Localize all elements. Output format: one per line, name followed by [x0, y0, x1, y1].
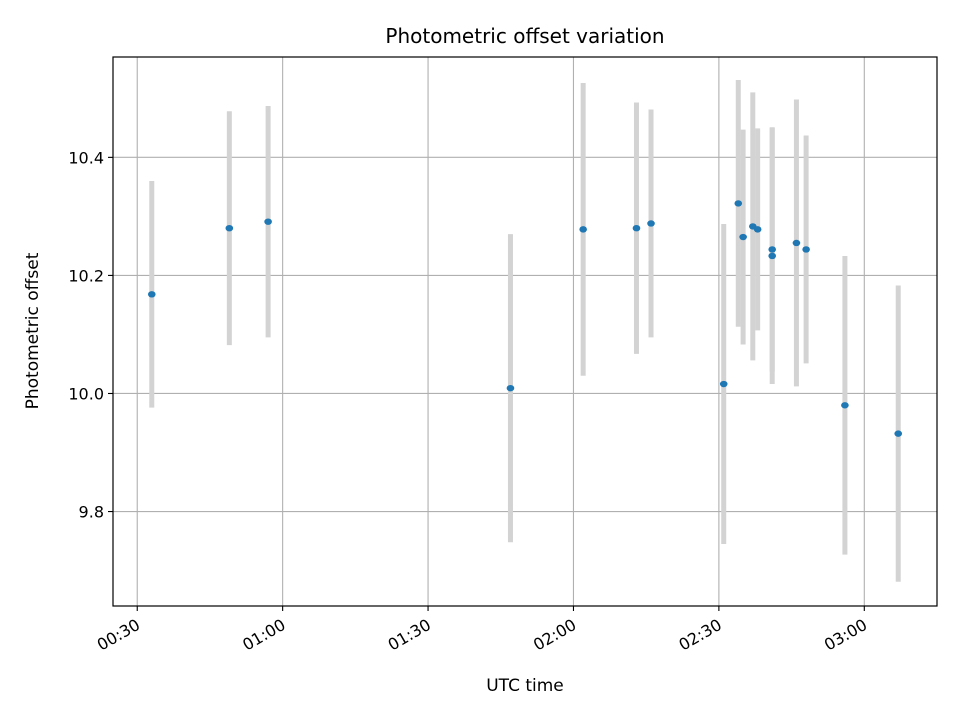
data-point	[225, 224, 234, 232]
data-point	[719, 380, 728, 388]
grid	[113, 57, 937, 606]
chart-title: Photometric offset variation	[385, 24, 664, 48]
data-point	[506, 384, 515, 392]
data-point	[768, 252, 776, 260]
y-axis: 9.8 10.0 10.2 10.4	[68, 148, 113, 522]
data-point	[147, 291, 156, 298]
data-point	[753, 226, 762, 233]
data-point	[739, 233, 747, 241]
data-point	[792, 239, 801, 247]
data-point	[841, 402, 849, 409]
data-point	[579, 226, 587, 233]
y-tick-label: 10.2	[68, 266, 104, 285]
data-point	[768, 246, 776, 253]
plot-frame	[112, 56, 938, 607]
y-tick-label: 10.0	[68, 384, 104, 403]
data-point	[632, 224, 641, 232]
data-point	[647, 220, 655, 227]
x-axis-label: UTC time	[486, 676, 564, 696]
y-tick-label: 9.8	[79, 503, 104, 522]
data-point	[802, 246, 810, 253]
data-points	[147, 200, 903, 437]
y-tick-label: 10.4	[68, 148, 104, 167]
data-point	[264, 218, 272, 225]
y-axis-label: Photometric offset	[23, 252, 43, 409]
data-point	[734, 200, 743, 207]
data-point	[894, 430, 903, 437]
